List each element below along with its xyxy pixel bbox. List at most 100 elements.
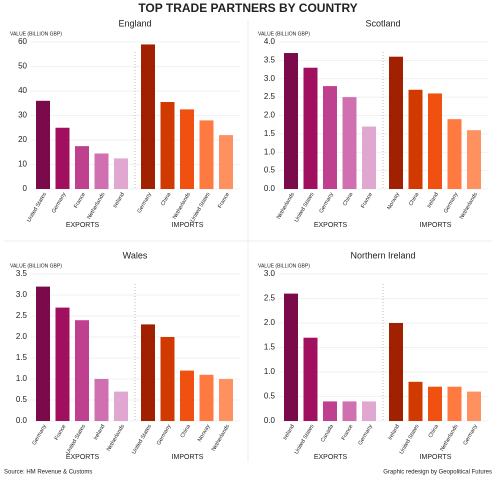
group-label: EXPORTS [66, 454, 100, 461]
x-tick-label: United States [294, 192, 316, 224]
group-label: IMPORTS [420, 454, 452, 461]
panel-title: England [118, 18, 151, 28]
bar [141, 324, 155, 421]
panel-title: Scotland [365, 18, 400, 28]
x-tick-label: Germany [156, 424, 173, 447]
x-tick-label: Germany [443, 192, 460, 215]
x-tick-label: France [73, 192, 87, 210]
group-label: EXPORTS [66, 222, 100, 229]
y-tick-label: 0.5 [264, 392, 276, 401]
bar [323, 86, 337, 189]
y-tick-label: 1.5 [16, 353, 28, 362]
y-tick-label: 30 [18, 111, 27, 120]
group-label: IMPORTS [172, 222, 204, 229]
bar [447, 119, 462, 189]
x-tick-label: Ireland [282, 424, 296, 442]
bar [114, 158, 128, 189]
x-tick-label: Netherlands [459, 192, 479, 221]
x-tick-label: Germany [51, 192, 68, 215]
bar [284, 293, 298, 421]
x-tick-label: Ireland [112, 192, 126, 210]
x-tick-label: Netherlands [172, 192, 192, 221]
x-tick-label: Germany [357, 424, 374, 447]
y-tick-label: 50 [18, 62, 27, 71]
bar [141, 44, 155, 190]
y-tick-label: 1.0 [264, 147, 276, 156]
x-tick-label: Germany [462, 424, 479, 447]
x-tick-label: Canada [320, 423, 335, 444]
x-tick-label: Norway [197, 424, 212, 443]
bar [303, 337, 318, 421]
bar [55, 307, 70, 421]
bar [342, 97, 357, 189]
y-tick-label: 60 [18, 37, 27, 46]
bar [219, 379, 233, 421]
y-tick-label: 0.0 [16, 416, 28, 425]
y-axis-label: VALUE (BILLION GBP) [258, 263, 310, 269]
y-tick-label: 2.0 [16, 332, 28, 341]
x-tick-label: China [180, 423, 193, 439]
bar [389, 323, 403, 421]
y-tick-label: 0.0 [264, 184, 276, 193]
bar [303, 67, 318, 189]
x-tick-label: France [217, 192, 231, 210]
x-tick-label: United States [65, 424, 87, 456]
x-tick-label: United States [294, 424, 316, 456]
y-tick-label: 3.5 [264, 55, 276, 64]
x-tick-label: Ireland [426, 192, 440, 210]
panel-title: Northern Ireland [350, 250, 415, 260]
x-tick-label: Ireland [93, 424, 107, 442]
y-tick-label: 0 [23, 184, 28, 193]
x-tick-label: France [360, 192, 374, 210]
x-tick-label: Norway [386, 192, 401, 211]
y-tick-label: 3.0 [16, 290, 28, 299]
y-tick-label: 1.0 [16, 374, 28, 383]
x-tick-label: Germany [31, 424, 48, 447]
bar [362, 126, 376, 189]
bar [75, 320, 89, 421]
y-tick-label: 4.0 [264, 37, 276, 46]
bar [408, 381, 423, 421]
bar [36, 100, 50, 189]
y-axis-label: VALUE (BILLION GBP) [10, 263, 62, 269]
y-tick-label: 3.5 [16, 269, 28, 278]
bar [219, 135, 233, 189]
x-tick-label: China [428, 423, 441, 439]
bar [180, 109, 194, 189]
bar [94, 153, 109, 189]
y-tick-label: 0.5 [264, 166, 276, 175]
x-tick-label: United States [131, 424, 153, 456]
bar [323, 401, 337, 421]
x-tick-label: Germany [136, 192, 153, 215]
x-tick-label: Netherlands [211, 424, 231, 453]
group-label: EXPORTS [314, 454, 348, 461]
x-tick-label: Germany [318, 192, 335, 215]
y-tick-label: 3.0 [264, 269, 276, 278]
bar [428, 386, 442, 421]
panel-title: Wales [123, 250, 148, 260]
bar [447, 386, 462, 421]
bar [389, 56, 403, 190]
page-title: TOP TRADE PARTNERS BY COUNTRY [138, 1, 357, 15]
credit: Graphic redesign by Geopolitical Futures [383, 470, 492, 476]
y-tick-label: 20 [18, 135, 27, 144]
bar [36, 286, 50, 421]
bar [284, 53, 298, 190]
bar [75, 146, 89, 189]
y-tick-label: 0.0 [264, 416, 276, 425]
bar [199, 374, 214, 421]
bar [342, 401, 357, 421]
y-tick-label: 0.5 [16, 395, 28, 404]
x-tick-label: Ireland [387, 424, 401, 442]
y-tick-label: 2.5 [264, 92, 276, 101]
bar [160, 337, 175, 421]
x-tick-label: United States [399, 424, 421, 456]
x-tick-label: United States [190, 192, 212, 224]
x-tick-label: Netherlands [439, 424, 459, 453]
x-tick-label: China [342, 191, 355, 207]
y-tick-label: 2.0 [264, 111, 276, 120]
bar [467, 130, 481, 189]
x-tick-label: United States [26, 192, 48, 224]
source: Source: HM Revenue & Customs [4, 470, 92, 476]
